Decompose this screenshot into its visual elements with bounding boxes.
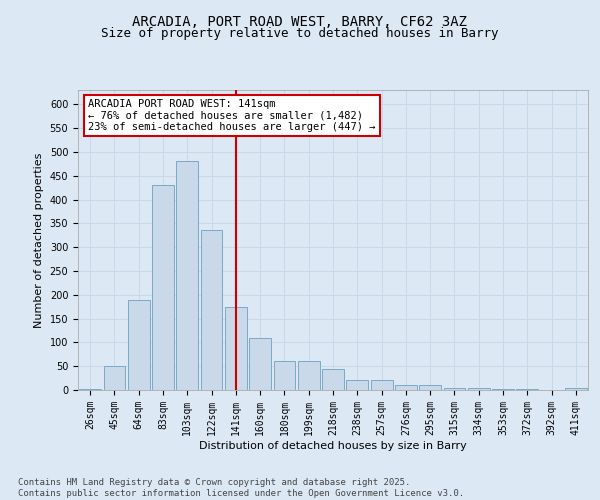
Bar [371,380,392,390]
Bar [565,388,587,390]
Bar [274,362,295,390]
Text: Contains HM Land Registry data © Crown copyright and database right 2025.
Contai: Contains HM Land Registry data © Crown c… [18,478,464,498]
Bar [419,385,441,390]
Bar [517,389,538,390]
Bar [104,366,125,390]
X-axis label: Distribution of detached houses by size in Barry: Distribution of detached houses by size … [199,440,467,450]
Bar [176,162,198,390]
Bar [322,368,344,390]
Bar [249,338,271,390]
Bar [346,380,368,390]
Bar [200,230,223,390]
Text: ARCADIA, PORT ROAD WEST, BARRY, CF62 3AZ: ARCADIA, PORT ROAD WEST, BARRY, CF62 3AZ [133,15,467,29]
Text: ARCADIA PORT ROAD WEST: 141sqm
← 76% of detached houses are smaller (1,482)
23% : ARCADIA PORT ROAD WEST: 141sqm ← 76% of … [88,99,376,132]
Bar [443,388,466,390]
Y-axis label: Number of detached properties: Number of detached properties [34,152,44,328]
Bar [79,388,101,390]
Bar [152,185,174,390]
Bar [128,300,149,390]
Text: Size of property relative to detached houses in Barry: Size of property relative to detached ho… [101,28,499,40]
Bar [492,388,514,390]
Bar [468,388,490,390]
Bar [395,385,417,390]
Bar [225,306,247,390]
Bar [298,362,320,390]
